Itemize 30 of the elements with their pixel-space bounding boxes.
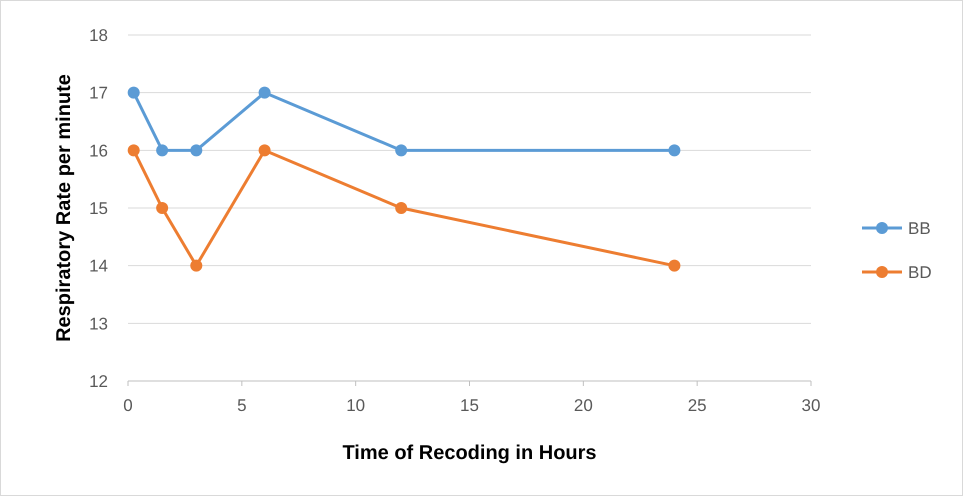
point xyxy=(128,144,140,156)
x-tick-label: 0 xyxy=(123,396,133,415)
legend-label: BD xyxy=(908,263,932,282)
y-tick-label: 15 xyxy=(89,199,108,218)
point xyxy=(395,202,408,214)
y-tick-label: 12 xyxy=(89,372,108,391)
x-tick-label: 10 xyxy=(346,396,366,415)
point xyxy=(156,144,168,156)
point xyxy=(156,202,168,214)
x-axis-title: Time of Recoding in Hours xyxy=(342,442,597,464)
y-tick-label: 17 xyxy=(89,84,108,103)
x-tick-label: 20 xyxy=(574,396,593,415)
x-tick-label: 5 xyxy=(237,396,247,415)
point xyxy=(190,144,202,156)
y-tick-label: 18 xyxy=(89,26,108,45)
point xyxy=(668,260,680,272)
point xyxy=(668,144,680,156)
y-tick-label: 13 xyxy=(89,314,108,334)
y-tick-label: 14 xyxy=(89,256,108,276)
y-axis-title: Respiratory Rate per minute xyxy=(53,74,75,342)
point xyxy=(258,144,271,156)
y-tick-label: 16 xyxy=(89,141,108,160)
point xyxy=(128,86,140,99)
x-tick-label: 25 xyxy=(688,396,707,415)
point xyxy=(258,86,271,99)
x-tick-label: 30 xyxy=(802,396,820,415)
point xyxy=(190,260,202,272)
legend-label: BB xyxy=(908,219,931,238)
point xyxy=(395,144,408,156)
x-tick-label: 15 xyxy=(460,396,479,415)
